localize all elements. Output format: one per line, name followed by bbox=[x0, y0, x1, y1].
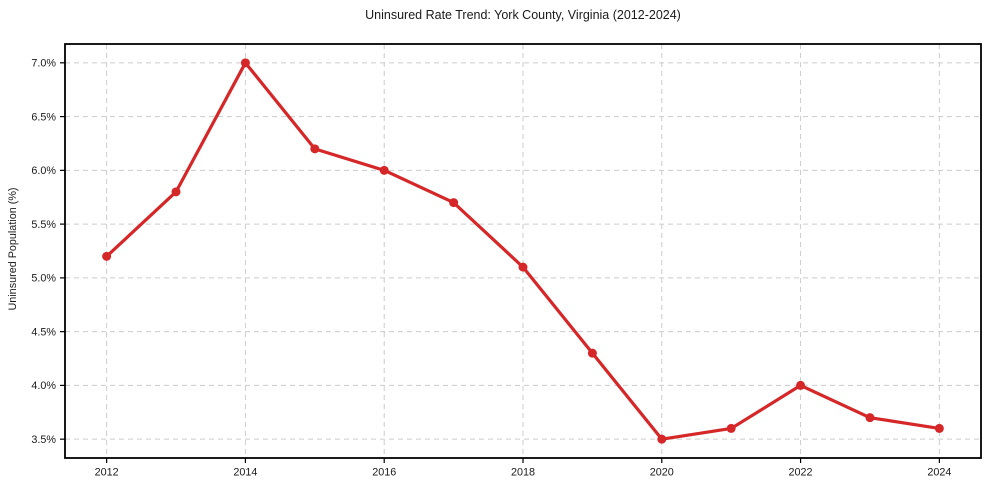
data-point-marker bbox=[726, 423, 736, 433]
x-tick-label: 2016 bbox=[372, 467, 396, 479]
data-point-marker bbox=[865, 413, 875, 423]
y-tick-label: 5.0% bbox=[31, 273, 56, 285]
data-point-marker bbox=[310, 144, 320, 154]
y-tick-label: 3.5% bbox=[31, 434, 56, 446]
data-point-marker bbox=[657, 434, 667, 444]
x-tick-label: 2022 bbox=[789, 467, 813, 479]
chart-title: Uninsured Rate Trend: York County, Virgi… bbox=[365, 8, 681, 22]
y-tick-label: 7.0% bbox=[31, 58, 56, 70]
data-point-marker bbox=[934, 423, 944, 433]
y-tick-label: 4.0% bbox=[31, 380, 56, 392]
data-point-marker bbox=[796, 380, 806, 390]
y-tick-label: 6.5% bbox=[31, 111, 56, 123]
data-point-marker bbox=[102, 251, 112, 261]
x-tick-label: 2018 bbox=[511, 467, 535, 479]
axes-frame bbox=[64, 43, 982, 459]
data-point-marker bbox=[518, 262, 528, 272]
data-point-marker bbox=[587, 348, 597, 358]
y-tick-label: 6.0% bbox=[31, 165, 56, 177]
data-point-marker bbox=[449, 198, 459, 208]
y-tick-label: 5.5% bbox=[31, 219, 56, 231]
data-point-marker bbox=[240, 58, 250, 68]
data-point-marker bbox=[171, 187, 181, 197]
x-tick-label: 2012 bbox=[95, 467, 119, 479]
x-tick-label: 2020 bbox=[650, 467, 674, 479]
x-tick-label: 2024 bbox=[927, 467, 951, 479]
data-point-marker bbox=[379, 165, 389, 175]
y-tick-label: 4.5% bbox=[31, 326, 56, 338]
x-tick-label: 2014 bbox=[233, 467, 257, 479]
